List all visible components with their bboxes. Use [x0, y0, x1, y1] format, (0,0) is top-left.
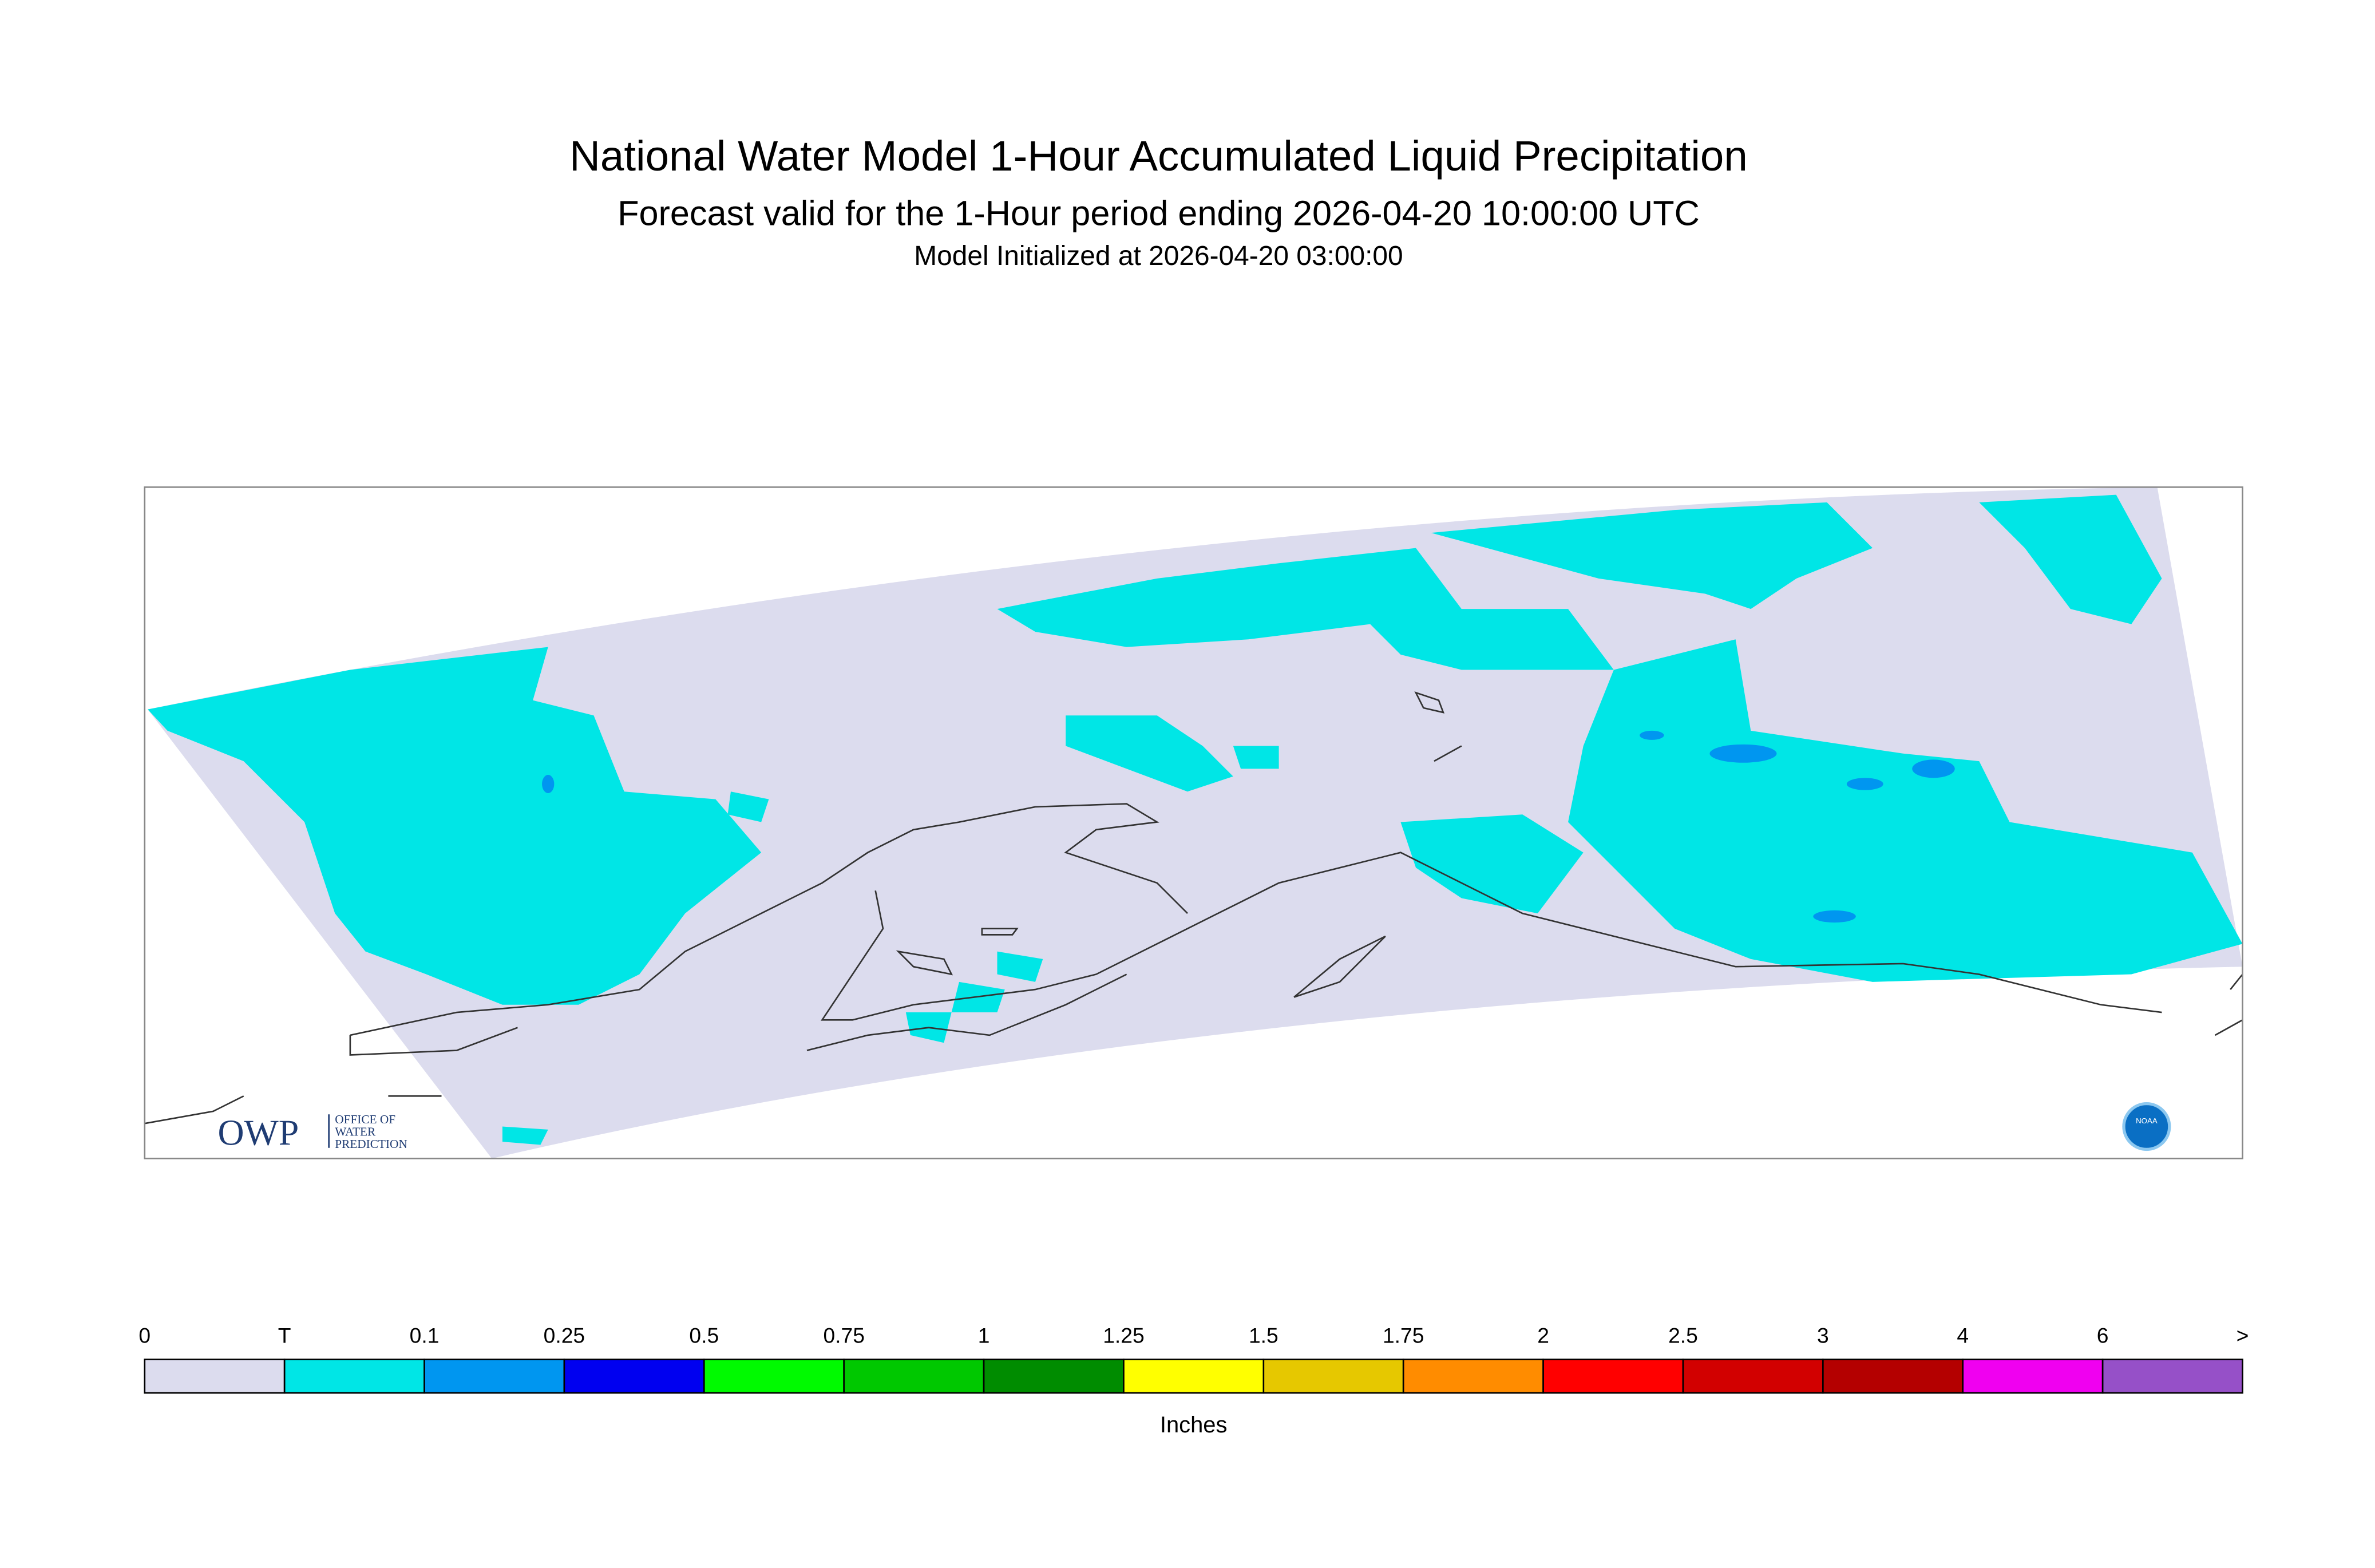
owp-logo: OWP OFFICE OF WATER PREDICTION — [217, 1112, 407, 1153]
colorbar-label: 0 — [138, 1323, 151, 1347]
colorbar-label: 3 — [1817, 1323, 1829, 1347]
noaa-logo: NOAA — [2122, 1102, 2171, 1151]
colorbar-label: 1.25 — [1103, 1323, 1144, 1347]
colorbar-swatch — [423, 1359, 565, 1394]
colorbar-label: 0.25 — [544, 1323, 585, 1347]
colorbar-label: 0.5 — [689, 1323, 719, 1347]
noaa-badge — [2124, 1103, 2170, 1150]
noaa-text: NOAA — [2136, 1116, 2158, 1125]
precip-heavier — [542, 730, 1955, 923]
colorbar-label: 0.1 — [410, 1323, 440, 1347]
colorbar-label: 2 — [1537, 1323, 1549, 1347]
map-frame — [144, 486, 2243, 1159]
colorbar-label: > — [2237, 1323, 2249, 1347]
colorbar-swatch — [703, 1359, 845, 1394]
colorbar-label: 4 — [1957, 1323, 1969, 1347]
logo-line: PREDICTION — [335, 1137, 407, 1151]
colorbar-label: T — [278, 1323, 291, 1347]
logo-line: WATER — [335, 1125, 376, 1139]
colorbar-swatch — [283, 1359, 425, 1394]
colorbar-label: 6 — [2097, 1323, 2109, 1347]
colorbar-swatch — [843, 1359, 985, 1394]
colorbar-swatch — [983, 1359, 1125, 1394]
logo-line: OFFICE OF — [335, 1112, 395, 1126]
colorbar-swatch — [1822, 1359, 1964, 1394]
colorbar-swatch — [1262, 1359, 1404, 1394]
colorbar: 0 T 0.1 0.25 0.5 0.75 1 1.25 1.5 1.75 2 2.5 3 4 6 > — [138, 1323, 2249, 1394]
subtitle: Forecast valid for the 1-Hour period end… — [618, 194, 1700, 233]
colorbar-swatch — [1542, 1359, 1684, 1394]
init-time: Model Initialized at 2026-04-20 03:00:00 — [914, 241, 1403, 271]
colorbar-label: 1.5 — [1249, 1323, 1278, 1347]
map: OWP OFFICE OF WATER PREDICTION NOAA — [144, 486, 2243, 1159]
coastlines — [144, 691, 2243, 1124]
colorbar-label: 1 — [978, 1323, 990, 1347]
colorbar-swatch — [2101, 1359, 2243, 1394]
colorbar-swatch — [144, 1359, 286, 1394]
colorbar-swatch — [1123, 1359, 1265, 1394]
colorbar-label: 1.75 — [1383, 1323, 1424, 1347]
colorbar-swatch — [563, 1359, 705, 1394]
colorbar-swatch — [1682, 1359, 1824, 1394]
colorbar-label: 0.75 — [823, 1323, 864, 1347]
title: National Water Model 1-Hour Accumulated … — [569, 132, 1748, 180]
colorbar-unit: Inches — [1160, 1412, 1228, 1438]
logo-text: OWP — [217, 1112, 299, 1153]
precip-areas — [148, 494, 2243, 1145]
colorbar-swatch — [1402, 1359, 1544, 1394]
colorbar-label: 2.5 — [1668, 1323, 1698, 1347]
colorbar-swatch — [1962, 1359, 2104, 1394]
